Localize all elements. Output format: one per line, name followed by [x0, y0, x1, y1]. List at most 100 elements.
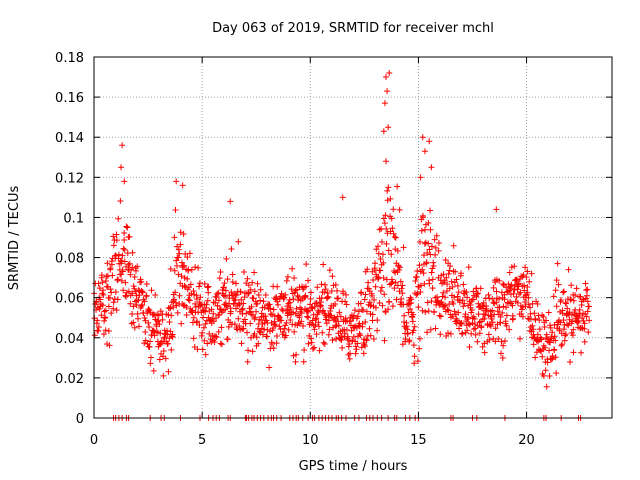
data-point [460, 303, 466, 309]
data-point [244, 276, 250, 282]
data-point [481, 316, 487, 322]
data-point [263, 292, 269, 298]
data-point [321, 340, 327, 346]
data-point [391, 268, 397, 274]
data-point [240, 306, 246, 312]
x-tick-label: 10 [302, 433, 319, 448]
data-point [329, 273, 335, 279]
data-point [180, 182, 186, 188]
data-point [526, 279, 532, 285]
data-point [334, 296, 340, 302]
data-point [412, 278, 418, 284]
data-point [245, 347, 251, 353]
data-point [161, 348, 167, 354]
data-point [235, 239, 241, 245]
data-point [426, 281, 432, 287]
data-point [123, 223, 129, 229]
data-point [386, 70, 392, 76]
data-point [374, 317, 380, 323]
y-tick-label: 0.14 [55, 131, 84, 146]
data-point [377, 300, 383, 306]
data-point [121, 237, 127, 243]
data-point [114, 307, 120, 313]
data-point [455, 283, 461, 289]
data-point [411, 342, 417, 348]
data-point [426, 308, 432, 314]
data-point [241, 269, 247, 275]
y-tick-label: 0.08 [55, 252, 84, 267]
y-tick-label: 0.18 [55, 51, 84, 66]
data-point [382, 220, 388, 226]
data-point [119, 142, 125, 148]
data-point [200, 347, 206, 353]
data-point [255, 281, 261, 287]
data-point [175, 310, 181, 316]
data-point [466, 264, 472, 270]
data-point [112, 296, 118, 302]
data-point [437, 331, 443, 337]
data-point [102, 315, 108, 321]
data-point [266, 365, 272, 371]
data-point [295, 297, 301, 303]
data-point [115, 216, 121, 222]
data-point [485, 292, 491, 298]
data-point [106, 328, 112, 334]
data-point [199, 330, 205, 336]
data-point [368, 333, 374, 339]
data-point [381, 275, 387, 281]
data-point [146, 324, 152, 330]
y-tick-label: 0.02 [55, 372, 84, 387]
y-tick-label: 0 [76, 412, 84, 427]
data-point [264, 327, 270, 333]
y-tick-label: 0.04 [55, 332, 84, 347]
data-point [366, 326, 372, 332]
data-point [100, 279, 106, 285]
data-point [353, 346, 359, 352]
data-point [266, 302, 272, 308]
data-point [491, 285, 497, 291]
data-point [353, 351, 359, 357]
data-point [381, 291, 387, 297]
data-point [114, 277, 120, 283]
data-point [571, 298, 577, 304]
data-point [384, 88, 390, 94]
data-point [291, 275, 297, 281]
data-point [334, 288, 340, 294]
data-point [96, 280, 102, 286]
data-point [342, 299, 348, 305]
data-point [250, 348, 256, 354]
data-point [251, 316, 257, 322]
data-point [165, 369, 171, 375]
data-point [308, 290, 314, 296]
data-point [373, 284, 379, 290]
data-point [257, 297, 263, 303]
data-point [335, 295, 341, 301]
data-point [377, 227, 383, 233]
data-point [205, 284, 211, 290]
data-point [544, 384, 550, 390]
data-point [160, 373, 166, 379]
data-point [422, 227, 428, 233]
data-point [228, 246, 234, 252]
data-point [269, 312, 275, 318]
data-point [111, 242, 117, 248]
data-point [553, 287, 559, 293]
data-point [412, 324, 418, 330]
data-point [252, 288, 258, 294]
data-point [548, 325, 554, 331]
data-point [554, 303, 560, 309]
data-point [398, 296, 404, 302]
y-tick-label: 0.12 [55, 171, 84, 186]
y-tick-label: 0.16 [55, 91, 84, 106]
chart: 00.020.040.060.080.10.120.140.160.180 5 10… [0, 0, 640, 480]
data-point [192, 264, 198, 270]
data-point [230, 279, 236, 285]
data-point [178, 321, 184, 327]
data-point [126, 234, 132, 240]
data-point [583, 287, 589, 293]
data-point [360, 307, 366, 313]
data-point [417, 336, 423, 342]
data-point [160, 317, 166, 323]
data-point [113, 289, 119, 295]
data-point [507, 269, 513, 275]
